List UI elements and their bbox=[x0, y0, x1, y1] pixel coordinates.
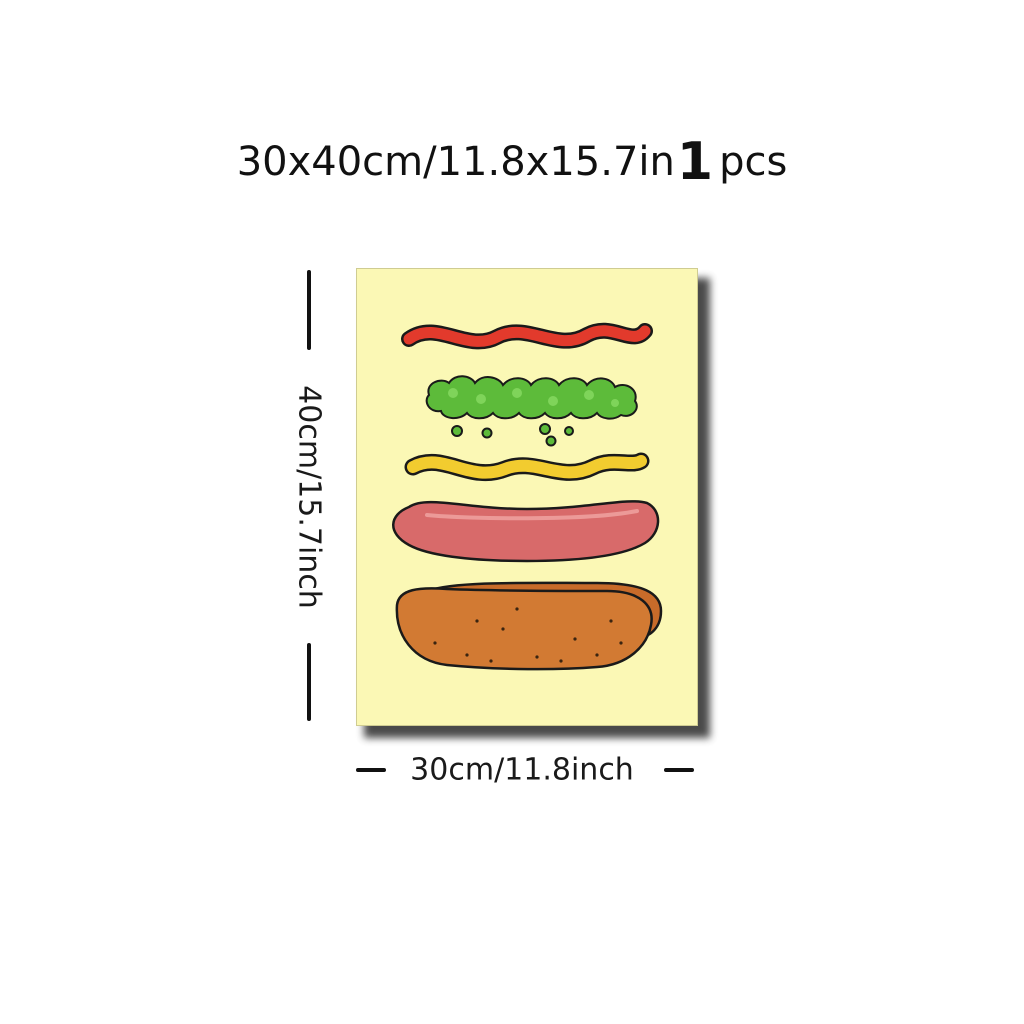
width-label: 30cm/11.8inch bbox=[410, 752, 634, 788]
bun bbox=[395, 581, 663, 671]
quantity-number: 1 bbox=[676, 132, 714, 192]
height-indicator-line-bottom bbox=[307, 643, 311, 721]
product-size-title: 30x40cm/11.8x15.7in1 pcs bbox=[0, 132, 1024, 192]
width-indicator-line-left bbox=[356, 768, 386, 772]
width-indicator-line-right bbox=[664, 768, 694, 772]
height-label: 40cm/15.7inch bbox=[291, 385, 327, 609]
quantity-unit: pcs bbox=[719, 139, 788, 185]
height-indicator-line-top bbox=[307, 270, 311, 350]
poster-canvas bbox=[356, 268, 698, 726]
hotdog-illustration bbox=[392, 322, 663, 671]
size-text: 30x40cm/11.8x15.7in bbox=[236, 139, 675, 185]
sausage bbox=[392, 500, 660, 563]
relish-pile bbox=[425, 375, 638, 447]
